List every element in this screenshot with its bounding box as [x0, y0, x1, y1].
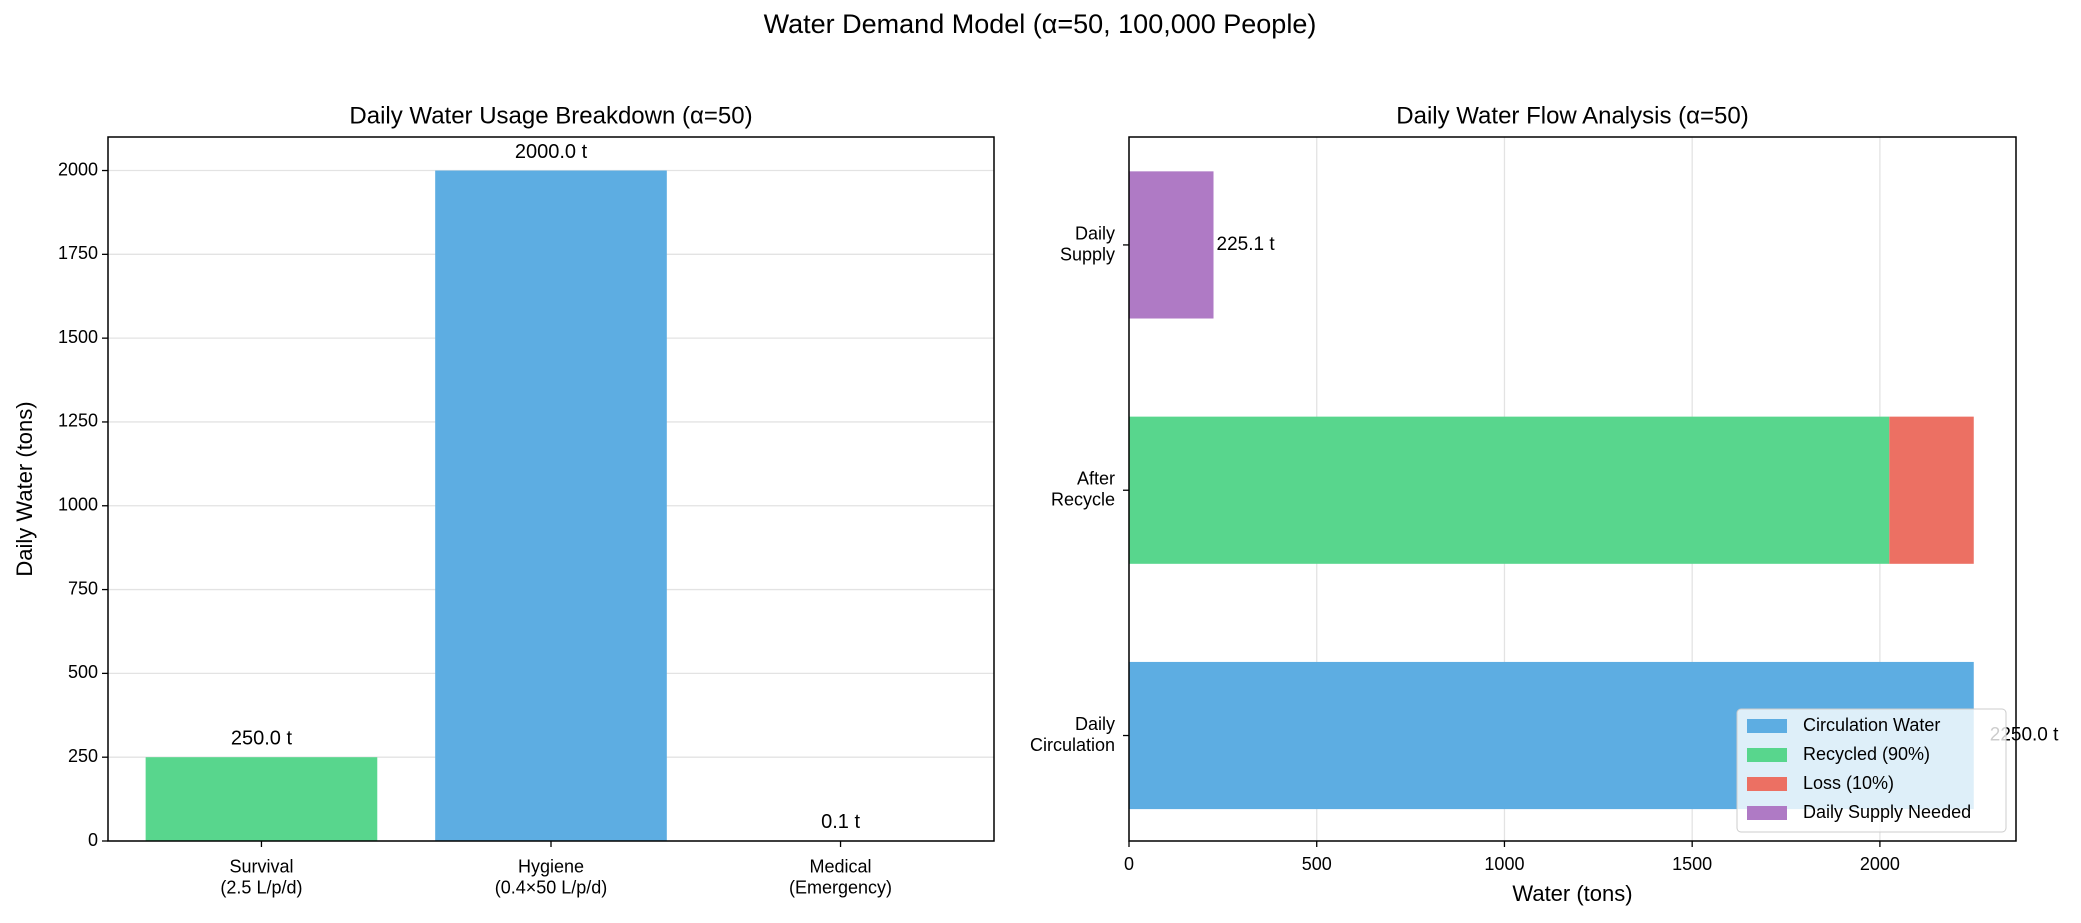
y-tick-label: 1500 [58, 327, 98, 347]
value-label: 250.0 t [231, 727, 293, 749]
y-tick-label: Daily Circulation [1030, 714, 1115, 755]
value-label: 2250.0 t [1990, 725, 2059, 746]
y-tick-label: 2000 [58, 159, 98, 179]
y-tick-label: 500 [68, 662, 98, 682]
bar-segment [1129, 171, 1214, 319]
legend-label: Loss (10%) [1803, 773, 1894, 793]
bar-segment [1889, 416, 1974, 564]
axes-title: Daily Water Usage Breakdown (α=50) [349, 102, 752, 129]
value-label: 0.1 t [821, 811, 860, 833]
axes-frame [1128, 136, 2017, 842]
bar [145, 757, 378, 841]
x-tick-label: 500 [1302, 854, 1332, 874]
y-tick-label: Daily Supply [1060, 223, 1115, 264]
legend-label: Recycled (90%) [1803, 744, 1930, 764]
legend-swatch [1747, 777, 1787, 791]
x-tick-label: Medical (Emergency) [789, 856, 892, 897]
x-tick-label: 1500 [1672, 854, 1712, 874]
x-tick-label: 1000 [1484, 854, 1524, 874]
y-tick-label: 1750 [58, 243, 98, 263]
y-tick-label: 1250 [58, 411, 98, 431]
x-tick-label: Hygiene (0.4×50 L/p/d) [495, 856, 608, 897]
bar-segment [1129, 416, 1890, 564]
legend-swatch [1747, 806, 1787, 820]
value-label: 225.1 t [1217, 234, 1276, 255]
legend-box [1736, 708, 2007, 833]
value-label: 2000.0 t [515, 141, 588, 163]
y-tick-label: 250 [68, 746, 98, 766]
x-axis-label: Water (tons) [1512, 881, 1632, 906]
legend-label: Daily Supply Needed [1803, 802, 1971, 822]
y-axis-label: Daily Water (tons) [12, 401, 37, 576]
y-tick-label: After Recycle [1051, 468, 1115, 509]
legend-swatch [1747, 719, 1787, 733]
figure-title: Water Demand Model (α=50, 100,000 People… [764, 9, 1317, 39]
bar [435, 170, 667, 841]
y-tick-label: 0 [88, 830, 98, 850]
x-tick-label: 0 [1124, 854, 1134, 874]
legend-label: Circulation Water [1803, 715, 1940, 735]
y-tick-label: 1000 [58, 495, 98, 515]
axes-title: Daily Water Flow Analysis (α=50) [1396, 102, 1748, 129]
x-tick-label: 2000 [1860, 854, 1900, 874]
axes-frame [107, 136, 995, 842]
legend-swatch [1747, 748, 1787, 762]
y-tick-label: 750 [68, 578, 98, 598]
x-tick-label: Survival (2.5 L/p/d) [220, 856, 302, 897]
